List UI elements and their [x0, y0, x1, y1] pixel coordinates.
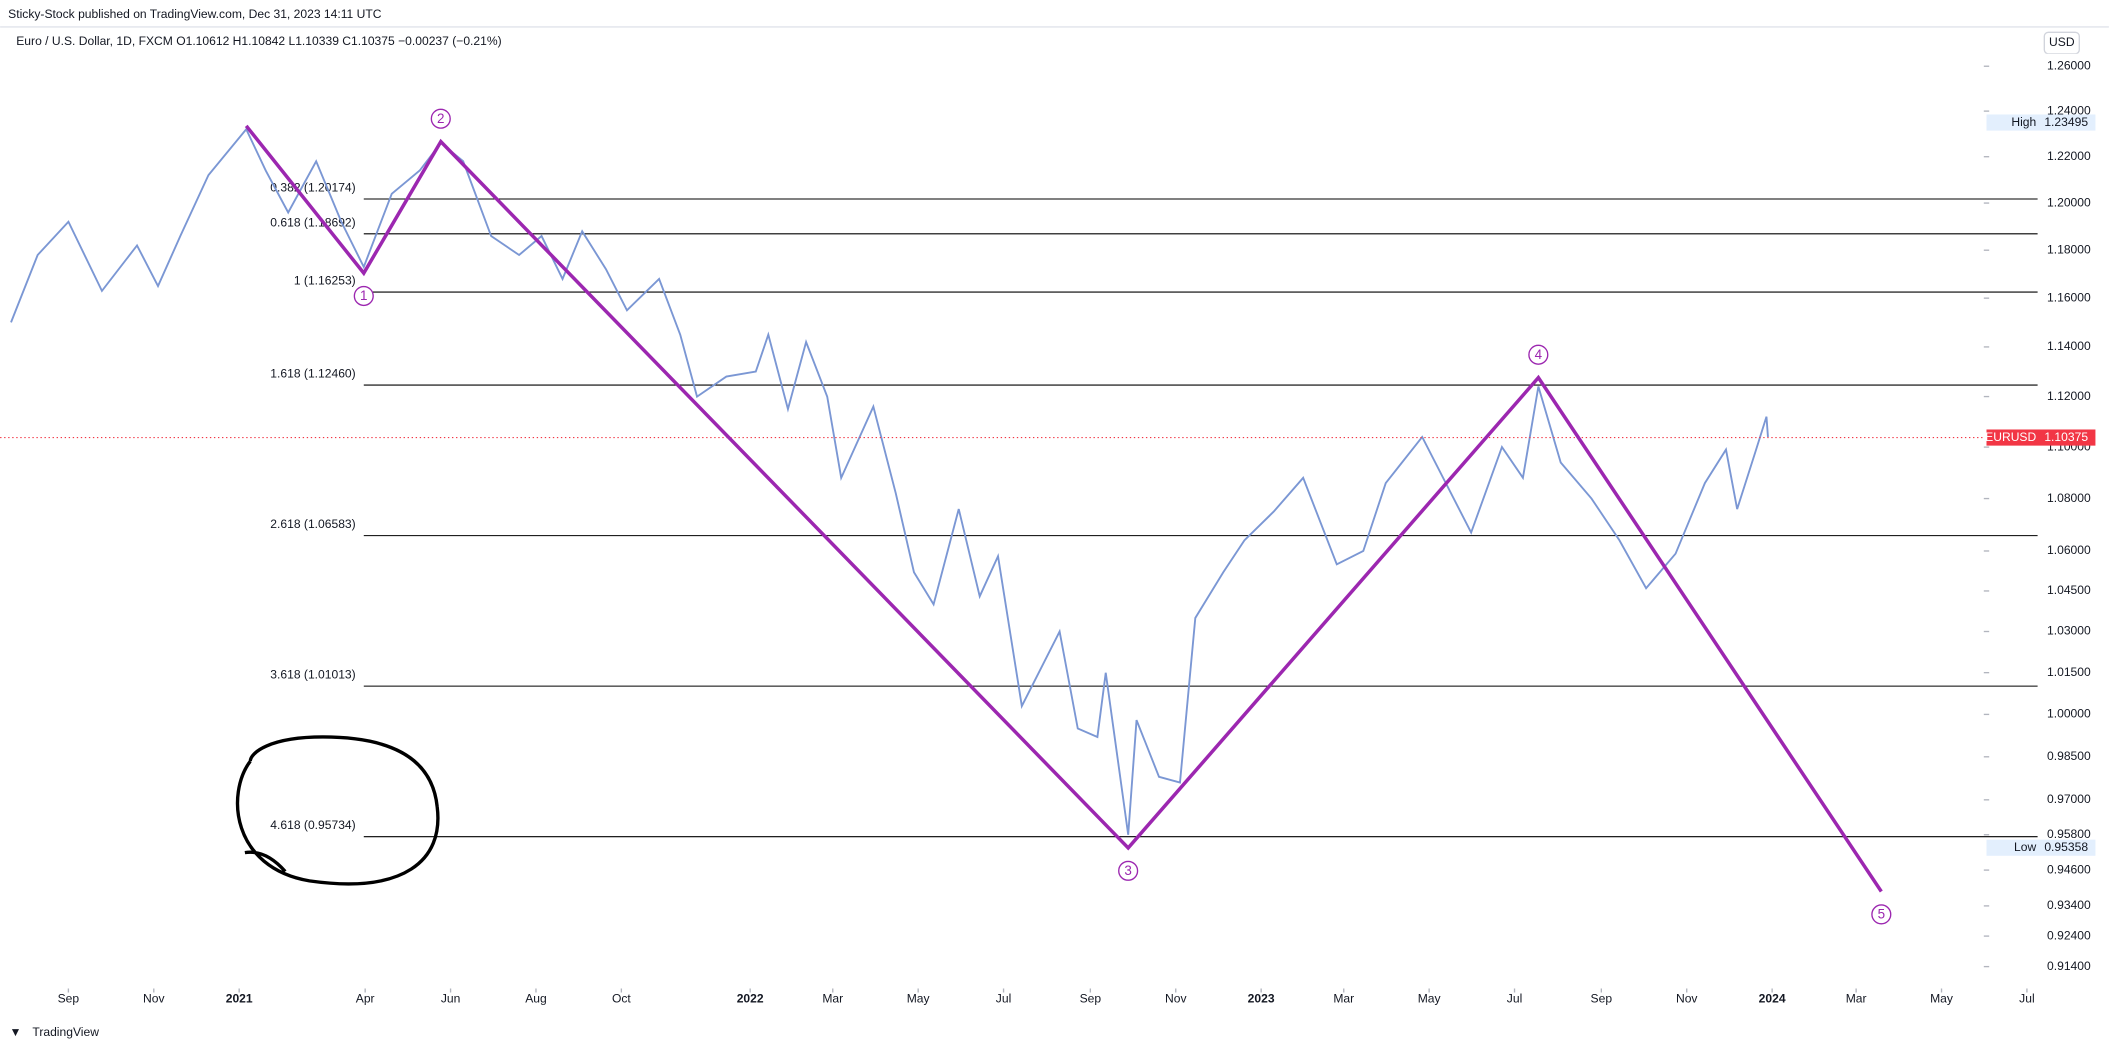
price-axis: [1983, 53, 2109, 989]
y-tick-label: 0.94600: [2047, 862, 2091, 876]
x-tick-label: Jun: [441, 991, 460, 1005]
y-tick-label: 0.95800: [2047, 827, 2091, 841]
x-tick-label: May: [1418, 991, 1442, 1005]
y-tick-label: 1.26000: [2047, 58, 2091, 72]
last-value: 1.10375: [2044, 430, 2088, 444]
y-tick-label: 1.04500: [2047, 583, 2091, 597]
fib-label: 1.618 (1.12460): [270, 367, 355, 381]
x-tick-label: Jul: [1507, 991, 1522, 1005]
fib-label: 1 (1.16253): [294, 273, 356, 287]
wave-label: 3: [1124, 863, 1131, 878]
x-tick-label: 2024: [1759, 991, 1786, 1005]
wave-marker: [353, 285, 374, 307]
y-tick-label: 0.93400: [2047, 898, 2091, 912]
x-tick-label: 2022: [737, 991, 764, 1005]
x-tick-label: Mar: [1846, 991, 1867, 1005]
low-value: 0.95358: [2044, 840, 2088, 854]
x-tick-label: Jul: [2019, 991, 2034, 1005]
low-badge: [1986, 839, 2096, 856]
fib-label: 0.618 (1.18692): [270, 215, 355, 229]
high-badge: [1986, 114, 2096, 131]
wave-label: 5: [1878, 907, 1885, 922]
fib-label: 4.618 (0.95734): [270, 818, 355, 832]
x-tick-label: Nov: [143, 991, 165, 1005]
last-badge: [1986, 429, 2096, 446]
high-name: High: [2011, 115, 2036, 129]
y-tick-label: 1.24000: [2047, 103, 2091, 117]
y-tick-label: 1.14000: [2047, 339, 2091, 353]
axes: 1.26000 1.24000 1.22000 1.20000 1.18000 1.160…: [58, 58, 2091, 1005]
x-tick-label: May: [1930, 991, 1954, 1005]
fib-label: 3.618 (1.01013): [270, 668, 355, 682]
x-tick-label: Nov: [1676, 991, 1698, 1005]
x-tick-label: Nov: [1165, 991, 1187, 1005]
low-name: Low: [2014, 840, 2036, 854]
wave-line: [244, 124, 1883, 893]
symbol-info: Euro / U.S. Dollar, 1D, FXCM O1.10612 H1…: [16, 34, 501, 48]
fib-label: 2.618 (1.06583): [270, 517, 355, 531]
x-tick-label: Oct: [612, 991, 631, 1005]
x-tick-label: Sep: [1080, 991, 1102, 1005]
x-tick-label: Jul: [996, 991, 1011, 1005]
y-tick-label: 1.16000: [2047, 290, 2091, 304]
price-line: [10, 127, 1769, 835]
x-tick-label: Mar: [822, 991, 843, 1005]
high-value: 1.23495: [2044, 115, 2088, 129]
y-tick-label: 1.08000: [2047, 491, 2091, 505]
x-tick-label: Sep: [58, 991, 80, 1005]
x-tick-label: Mar: [1333, 991, 1354, 1005]
y-tick-label: 1.20000: [2047, 195, 2091, 209]
hand-drawn-circle: [235, 735, 440, 886]
wave-label: 2: [437, 111, 444, 126]
wave-label: 4: [1535, 347, 1543, 362]
x-tick-label: Aug: [525, 991, 547, 1005]
wave-label: 1: [360, 288, 367, 303]
last-name: EURUSD: [1985, 430, 2036, 444]
x-tick-label: Apr: [356, 991, 375, 1005]
x-tick-label: 2021: [226, 991, 253, 1005]
wave-marker: [1528, 344, 1549, 365]
x-tick-label: 2023: [1248, 991, 1275, 1005]
y-tick-label: 1.12000: [2047, 389, 2091, 403]
y-tick-label: 1.00000: [2047, 707, 2091, 721]
y-tick-label: 1.01500: [2047, 665, 2091, 679]
y-tick-label: 0.97000: [2047, 792, 2091, 806]
wave-marker: [430, 108, 451, 129]
brand: TradingView: [32, 1025, 99, 1039]
x-tick-label: Sep: [1591, 991, 1613, 1005]
wave-marker: [1871, 904, 1892, 925]
y-tick-label: 1.03000: [2047, 624, 2091, 638]
y-tick-label: 1.22000: [2047, 149, 2091, 163]
currency: USD: [2049, 35, 2075, 49]
y-tick-label: 0.91400: [2047, 959, 2091, 973]
x-tick-label: May: [907, 991, 931, 1005]
y-tick-label: 1.18000: [2047, 242, 2091, 256]
y-tick-label: 0.98500: [2047, 749, 2091, 763]
fib-label: 0.382 (1.20174): [270, 180, 355, 194]
y-tick-label: 0.92400: [2047, 928, 2091, 942]
wave-marker: [1118, 860, 1139, 881]
brand-logo: ▼: [10, 1025, 22, 1039]
publisher: Sticky-Stock published on TradingView.co…: [8, 7, 382, 21]
y-tick-label: 1.06000: [2047, 543, 2091, 557]
